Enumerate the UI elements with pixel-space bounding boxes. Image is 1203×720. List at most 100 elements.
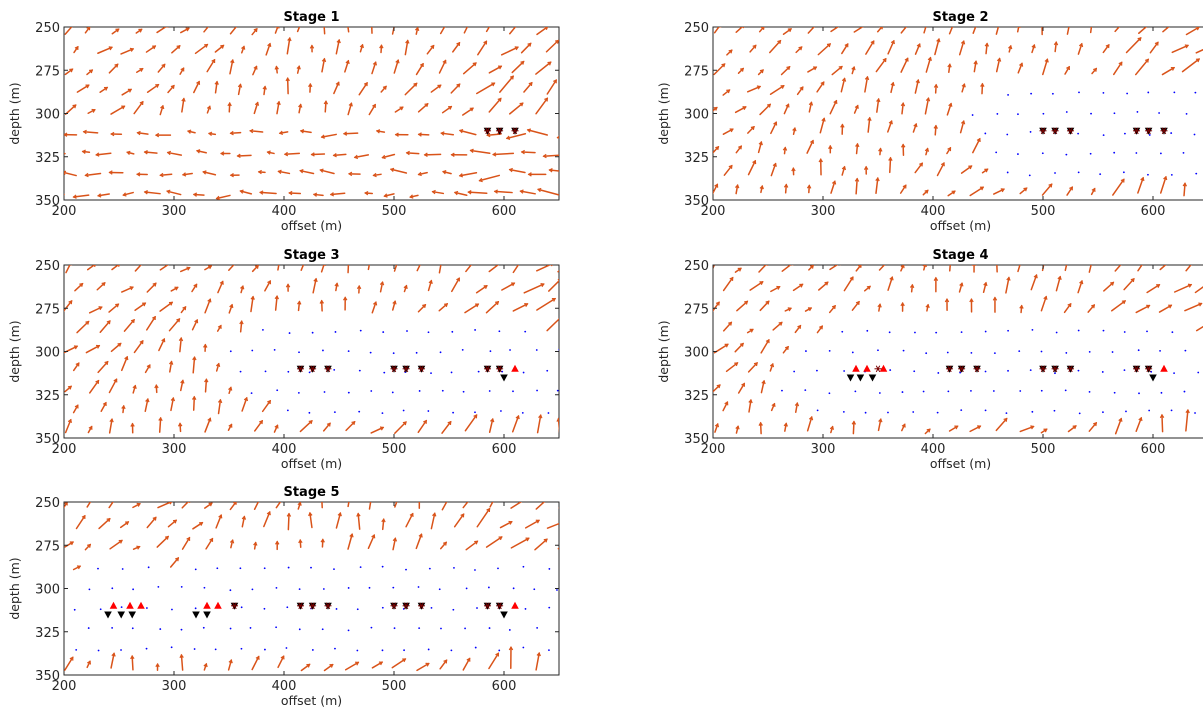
field-arrowhead bbox=[758, 421, 763, 426]
field-arrow bbox=[179, 67, 185, 75]
field-arrowhead bbox=[922, 265, 927, 268]
field-arrowhead bbox=[475, 303, 480, 308]
field-arrow bbox=[948, 425, 959, 432]
field-arrowhead bbox=[283, 151, 289, 157]
field-arrowhead bbox=[765, 300, 770, 305]
field-arrowhead bbox=[493, 15, 496, 18]
field-arrow bbox=[394, 502, 398, 508]
field-arrow bbox=[817, 43, 831, 56]
subplot-title: Stage 3 bbox=[283, 248, 339, 263]
field-dot bbox=[1111, 351, 1114, 353]
x-tick-label: 500 bbox=[382, 442, 407, 457]
field-dot bbox=[1051, 92, 1054, 95]
field-dot bbox=[132, 588, 135, 591]
field-dot bbox=[1137, 349, 1140, 352]
field-dot bbox=[498, 330, 501, 333]
field-arrowhead bbox=[1030, 425, 1035, 430]
field-dot bbox=[180, 628, 183, 631]
field-arrow bbox=[1195, 48, 1203, 54]
field-arrow bbox=[878, 303, 881, 312]
field-arrowhead bbox=[103, 86, 109, 91]
field-arrowhead bbox=[583, 516, 586, 519]
field-arrow bbox=[322, 422, 331, 432]
field-arrowhead bbox=[1137, 37, 1142, 42]
field-arrowhead bbox=[161, 338, 166, 343]
field-arrow bbox=[76, 320, 90, 334]
field-arrowhead bbox=[443, 303, 449, 308]
field-arrowhead bbox=[798, 46, 803, 51]
field-arrowhead bbox=[753, 362, 758, 367]
field-dot bbox=[391, 391, 394, 394]
field-dot bbox=[288, 332, 291, 334]
field-arrowhead bbox=[508, 646, 514, 651]
field-arrowhead bbox=[1008, 44, 1013, 50]
field-arrow bbox=[441, 421, 452, 434]
field-arrow bbox=[64, 104, 77, 115]
field-arrowhead bbox=[118, 539, 123, 544]
field-dot bbox=[131, 627, 134, 630]
field-arrow bbox=[722, 276, 734, 292]
field-arrowhead bbox=[783, 422, 788, 427]
field-dot bbox=[452, 608, 455, 611]
field-arrowhead bbox=[393, 22, 396, 25]
field-dot bbox=[1054, 372, 1056, 375]
field-arrow bbox=[187, 130, 196, 134]
field-dot bbox=[427, 410, 430, 412]
source-marker bbox=[856, 374, 865, 382]
field-dot bbox=[358, 410, 361, 413]
field-arrowhead bbox=[378, 661, 384, 666]
field-arrowhead bbox=[936, 38, 941, 43]
field-dot bbox=[878, 392, 881, 394]
field-arrow bbox=[64, 419, 72, 434]
field-arrowhead bbox=[64, 170, 67, 175]
field-arrow bbox=[85, 344, 100, 354]
field-arrow bbox=[144, 364, 151, 374]
field-dot bbox=[239, 370, 242, 373]
field-dot bbox=[1147, 91, 1150, 94]
field-dot bbox=[489, 350, 492, 353]
field-arrowhead bbox=[274, 65, 279, 70]
field-arrowhead bbox=[178, 337, 184, 342]
field-arrowhead bbox=[867, 116, 872, 122]
field-arrowhead bbox=[810, 139, 815, 144]
field-arrow bbox=[323, 27, 326, 35]
field-arrow bbox=[288, 192, 302, 195]
field-arrow bbox=[947, 190, 956, 197]
field-arrow bbox=[75, 515, 86, 530]
field-arrowhead bbox=[980, 82, 985, 87]
field-arrow bbox=[512, 265, 520, 274]
field-arrowhead bbox=[739, 342, 744, 347]
field-arrow bbox=[807, 27, 815, 34]
field-arrowhead bbox=[239, 320, 244, 325]
field-arrow bbox=[713, 301, 720, 312]
field-arrow bbox=[758, 265, 767, 273]
field-dot bbox=[1197, 371, 1200, 374]
field-arrow bbox=[166, 190, 182, 196]
x-tick-label: 400 bbox=[272, 204, 297, 219]
field-arrow bbox=[229, 59, 234, 75]
field-arrowhead bbox=[102, 401, 107, 406]
field-arrow bbox=[430, 84, 442, 93]
field-arrowhead bbox=[715, 301, 720, 306]
star-marker bbox=[874, 365, 882, 373]
field-arrowhead bbox=[96, 344, 101, 349]
field-arrowhead bbox=[79, 282, 84, 287]
field-arrow bbox=[865, 40, 875, 55]
field-arrow bbox=[735, 27, 744, 33]
field-arrow bbox=[215, 363, 220, 372]
field-dot bbox=[146, 607, 148, 609]
field-arrowhead bbox=[855, 300, 860, 305]
field-arrow bbox=[146, 282, 157, 293]
field-arrowhead bbox=[826, 43, 831, 48]
x-axis-label: offset (m) bbox=[281, 693, 342, 708]
field-arrow bbox=[1019, 187, 1028, 195]
field-arrow bbox=[807, 66, 818, 73]
field-dot bbox=[1053, 409, 1056, 412]
field-arrow bbox=[321, 58, 326, 73]
field-arrowhead bbox=[228, 659, 233, 664]
field-arrowhead bbox=[235, 261, 238, 264]
field-arrow bbox=[192, 396, 196, 411]
x-axis-label: offset (m) bbox=[281, 456, 342, 471]
star-marker bbox=[496, 127, 504, 135]
field-arrow bbox=[736, 300, 749, 312]
